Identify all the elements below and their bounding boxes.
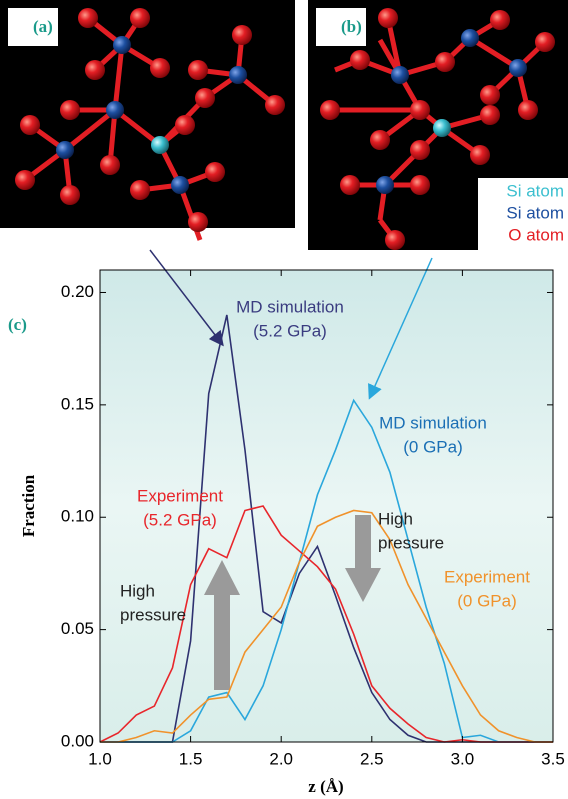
page: {"chart_data": {"type": "line", "panel_l… [0, 0, 568, 799]
annotation: pressure [120, 605, 186, 624]
x-tick-label: 2.0 [269, 749, 293, 768]
y-tick-label: 0.15 [61, 394, 94, 413]
x-tick-label: 1.0 [88, 749, 112, 768]
y-tick-label: 0.10 [61, 507, 94, 526]
annotation: MD simulation [379, 413, 487, 432]
y-axis-label: Fraction [19, 474, 38, 537]
plot-area [100, 270, 553, 742]
annotation: Experiment [444, 567, 530, 586]
y-tick-label: 0.05 [61, 619, 94, 638]
y-tick-label: 0.20 [61, 282, 94, 301]
annotation: High [120, 581, 155, 600]
x-axis-label: z (Å) [308, 777, 343, 796]
x-tick-label: 2.5 [360, 749, 384, 768]
annotation: High [378, 509, 413, 528]
panel-label: (c) [8, 315, 27, 334]
x-tick-label: 1.5 [179, 749, 203, 768]
panel-label: (a) [33, 17, 53, 36]
x-tick-label: 3.0 [451, 749, 475, 768]
annotation: (5.2 GPa) [143, 510, 217, 529]
atom-legend-label: O atom [508, 225, 564, 244]
annotation: (5.2 GPa) [253, 321, 327, 340]
annotation: (0 GPa) [457, 591, 517, 610]
annotation: Experiment [137, 486, 223, 505]
annotation: MD simulation [236, 297, 344, 316]
annotation: (0 GPa) [403, 437, 463, 456]
panel-label: (b) [341, 17, 362, 36]
atom-legend-label: Si atom [506, 203, 564, 222]
atom-legend-label: Si atom [506, 181, 564, 200]
annotation: pressure [378, 533, 444, 552]
x-tick-label: 3.5 [541, 749, 565, 768]
figure: (a) (b) (c) z (Å) Fraction Si atom Si ato… [0, 0, 568, 799]
y-tick-label: 0.00 [61, 731, 94, 750]
